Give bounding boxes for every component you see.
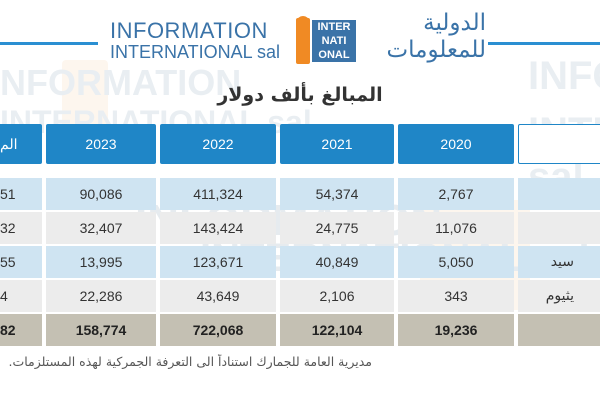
logo-i-stem <box>296 18 310 64</box>
cell-2020: 2,767 <box>398 178 514 210</box>
cell-2023: 90,086 <box>46 178 156 210</box>
source-note: مديرية العامة للجمارك استناداً الى التعر… <box>8 354 373 369</box>
cell-2021: 24,775 <box>280 212 394 244</box>
brand-name-line1: INFORMATION <box>110 18 268 43</box>
watermark-text: INFORMATION <box>528 54 600 98</box>
cell-total: 32 <box>0 212 42 244</box>
cell-total: 82 <box>0 314 42 346</box>
watermark-logo-shape-left <box>62 60 108 130</box>
cell-2020: 5,050 <box>398 246 514 278</box>
brand-name-line2: INTERNATIONAL sal <box>110 42 281 62</box>
table-row: 4 22,286 43,649 2,106 343 يثيوم <box>0 280 600 312</box>
brand-name-english: INFORMATION INTERNATIONAL sal <box>110 18 281 63</box>
table-row: 55 13,995 123,671 40,849 5,050 سيد <box>0 246 600 278</box>
cell-total: 55 <box>0 246 42 278</box>
logo-text-line3: ONAL <box>318 49 350 61</box>
table-header-row: الم 2023 2022 2021 2020 <box>0 124 600 164</box>
cell-item <box>518 212 600 244</box>
cell-2021: 54,374 <box>280 178 394 210</box>
cell-2022: 411,324 <box>160 178 276 210</box>
column-header-item <box>518 124 600 164</box>
brand-ar-line2: للمعلومات <box>386 37 487 63</box>
cell-2021: 122,104 <box>280 314 394 346</box>
brand-logo: INTER NATI ONAL <box>296 16 356 64</box>
cell-total: 4 <box>0 280 42 312</box>
cell-2020: 11,076 <box>398 212 514 244</box>
cell-2023: 158,774 <box>46 314 156 346</box>
cell-2020: 343 <box>398 280 514 312</box>
page-title: المبالغ بألف دولار <box>217 84 383 106</box>
cell-2022: 123,671 <box>160 246 276 278</box>
cell-2022: 43,649 <box>160 280 276 312</box>
table-row: 32 32,407 143,424 24,775 11,076 <box>0 212 600 244</box>
logo-box: INTER NATI ONAL <box>312 20 356 62</box>
brand-name-arabic: الدولية للمعلومات <box>362 10 487 64</box>
column-header-2021: 2021 <box>280 124 394 164</box>
cell-2023: 32,407 <box>46 212 156 244</box>
header-rule-left <box>0 42 98 45</box>
cell-2023: 13,995 <box>46 246 156 278</box>
table-total-row: 82 158,774 722,068 122,104 19,236 <box>0 314 600 346</box>
column-header-total: الم <box>0 124 42 164</box>
cell-total: 51 <box>0 178 42 210</box>
cell-2021: 40,849 <box>280 246 394 278</box>
column-header-2023: 2023 <box>46 124 156 164</box>
cell-item <box>518 178 600 210</box>
logo-i-dot <box>297 16 309 26</box>
cell-item: يثيوم <box>518 280 600 312</box>
cell-2022: 143,424 <box>160 212 276 244</box>
column-header-2020: 2020 <box>398 124 514 164</box>
cell-item: سيد <box>518 246 600 278</box>
column-header-2022: 2022 <box>160 124 276 164</box>
header-rule-right <box>488 42 600 45</box>
cell-2022: 722,068 <box>160 314 276 346</box>
cell-2021: 2,106 <box>280 280 394 312</box>
cell-2020: 19,236 <box>398 314 514 346</box>
table-row: 51 90,086 411,324 54,374 2,767 <box>0 178 600 210</box>
logo-text-line1: INTER <box>317 21 351 33</box>
cell-2023: 22,286 <box>46 280 156 312</box>
brand-ar-line1: الدولية <box>423 10 486 36</box>
logo-text-line2: NATI <box>321 35 347 47</box>
cell-item <box>518 314 600 346</box>
